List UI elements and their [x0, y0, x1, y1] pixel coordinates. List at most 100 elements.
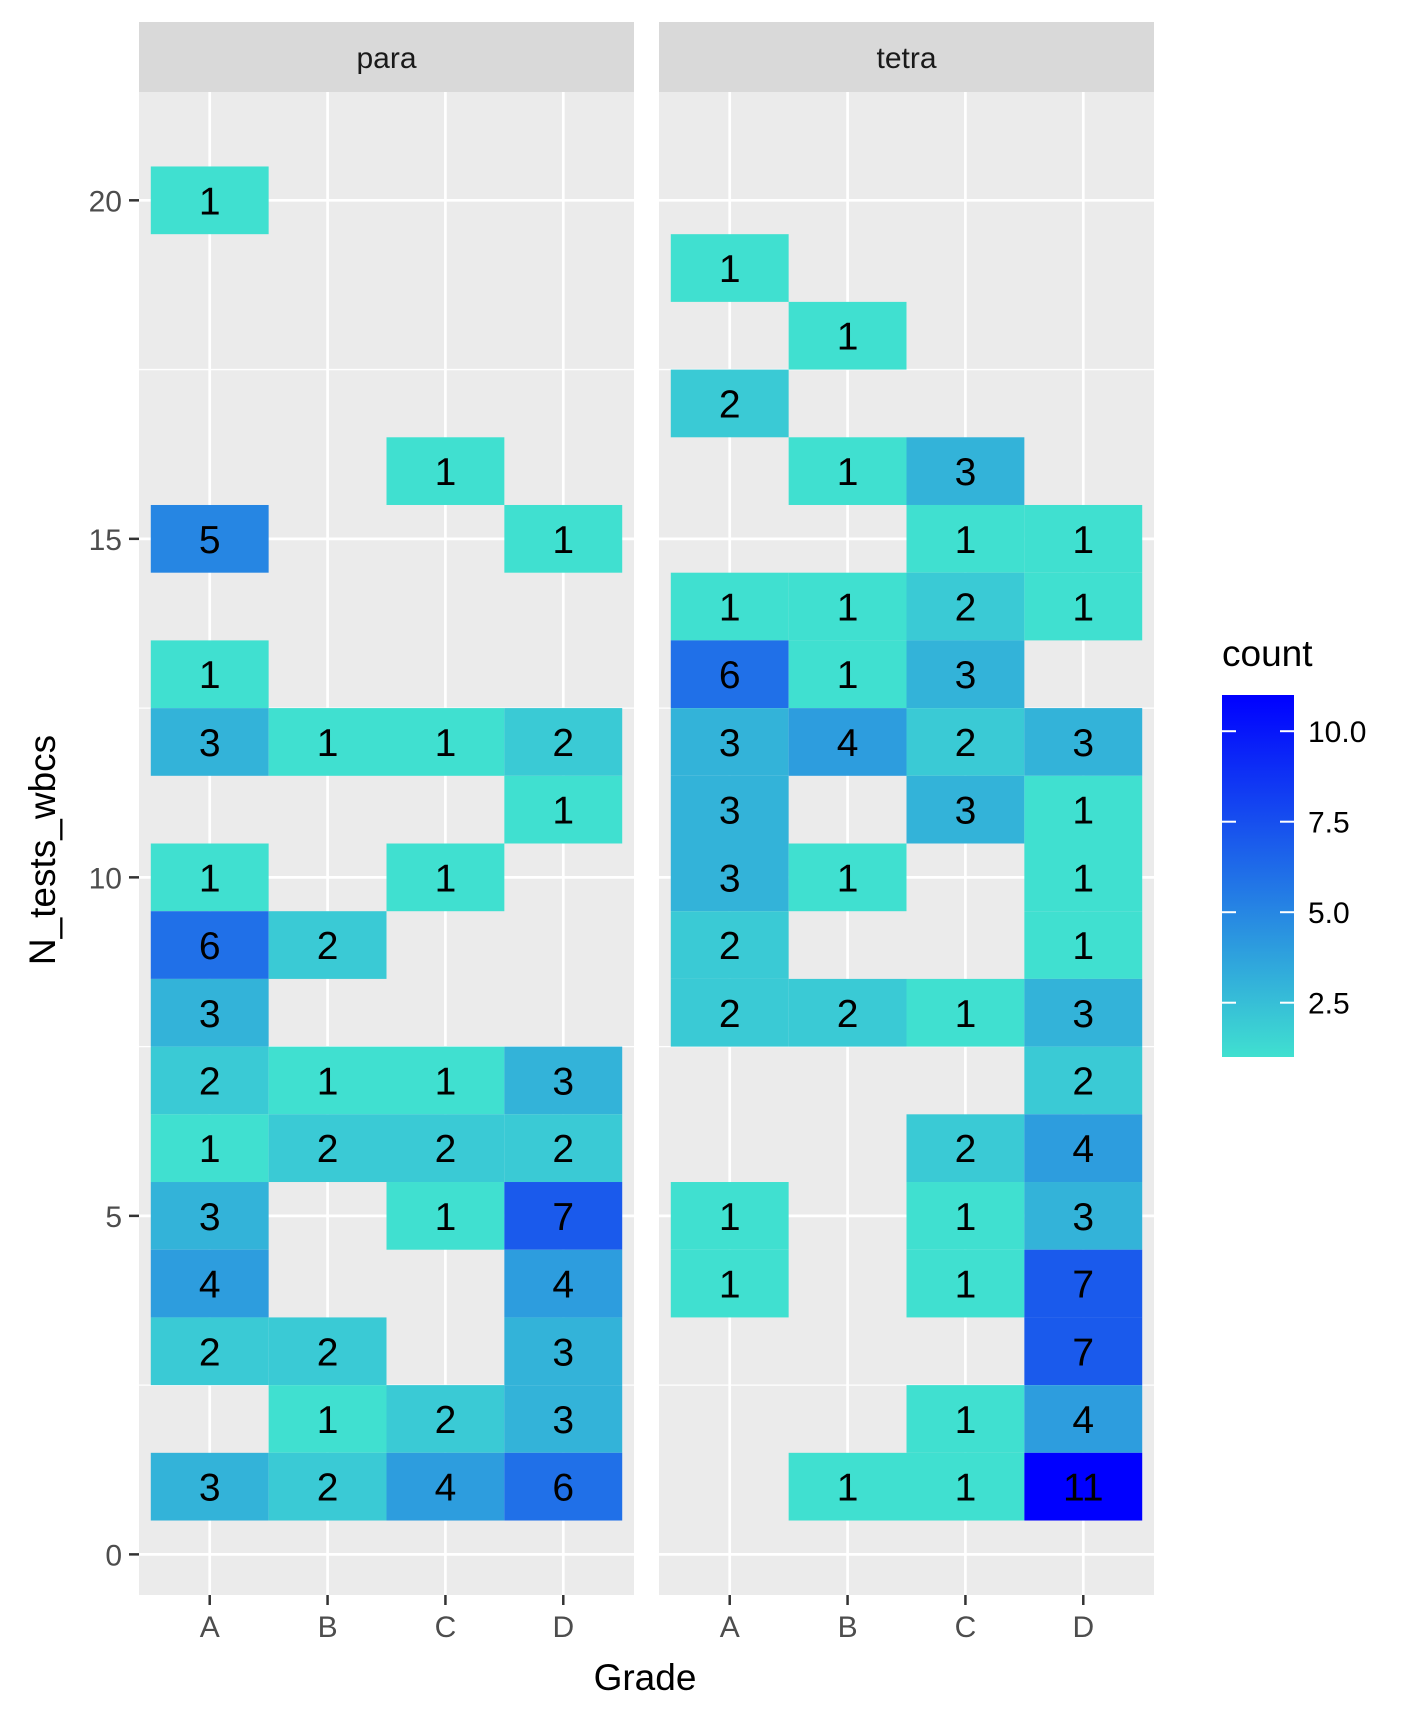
heatmap-tile: [504, 1385, 623, 1453]
x-tick-label: D: [552, 1611, 574, 1644]
tile-count-label: 4: [1072, 1128, 1094, 1171]
tile-count-label: 2: [317, 1331, 339, 1374]
heatmap-tile: [1024, 911, 1143, 979]
tile-count-label: 1: [955, 1196, 977, 1239]
heatmap-tile: [150, 1182, 269, 1250]
heatmap-tile: [268, 1452, 387, 1521]
heatmap-tile: [1024, 1249, 1143, 1318]
tile-count-label: 4: [552, 1264, 574, 1307]
heatmap-tile: [788, 301, 907, 370]
tile-count-label: 2: [552, 1128, 574, 1171]
tile-count-label: 1: [837, 857, 859, 900]
heatmap-tile: [268, 1046, 387, 1115]
tile-count-label: 1: [837, 316, 859, 359]
tile-count-label: 4: [1072, 1399, 1094, 1442]
y-tick-label: 10: [89, 862, 122, 895]
tile-count-label: 1: [955, 993, 977, 1036]
heatmap-tile: [1024, 1046, 1143, 1115]
heatmap-tile: [268, 708, 387, 776]
tile-count-label: 1: [837, 654, 859, 697]
legend-tick-label: 7.5: [1308, 807, 1350, 840]
tile-count-label: 1: [435, 1196, 457, 1239]
tile-count-label: 1: [552, 790, 574, 833]
legend-tick-label: 2.5: [1308, 988, 1350, 1021]
tile-count-label: 3: [552, 1331, 574, 1374]
heatmap-tile: [386, 437, 505, 505]
tile-count-label: 2: [955, 587, 977, 630]
heatmap-tile: [150, 166, 269, 235]
tile-count-label: 1: [1072, 857, 1094, 900]
heatmap-tile: [1024, 1452, 1143, 1521]
tile-count-label: 1: [837, 1467, 859, 1510]
y-tick-label: 0: [105, 1539, 122, 1572]
heatmap-tile: [906, 1452, 1025, 1521]
heatmap-tile: [504, 504, 623, 573]
heatmap-tile: [150, 843, 269, 912]
tile-count-label: 6: [199, 925, 221, 968]
tile-count-label: 6: [552, 1467, 574, 1510]
heatmap-tile: [906, 1114, 1025, 1183]
tile-count-label: 1: [435, 1060, 457, 1103]
heatmap-tile: [1024, 572, 1143, 641]
y-axis-title: N_tests_wbcs: [22, 735, 63, 965]
tile-count-label: 4: [199, 1264, 221, 1307]
tile-count-label: 3: [955, 654, 977, 697]
tile-count-label: 3: [719, 790, 741, 833]
tile-count-label: 3: [955, 790, 977, 833]
tile-count-label: 1: [435, 451, 457, 494]
tile-count-label: 2: [435, 1399, 457, 1442]
tile-count-label: 3: [199, 1196, 221, 1239]
heatmap-tile: [150, 640, 269, 709]
heatmap-tile: [150, 978, 269, 1047]
heatmap-tile: [906, 1249, 1025, 1318]
x-tick-label: B: [318, 1611, 338, 1644]
tile-count-label: 1: [955, 1264, 977, 1307]
tile-count-label: 2: [719, 925, 741, 968]
tile-count-label: 3: [552, 1399, 574, 1442]
heatmap-tile: [268, 911, 387, 979]
tile-count-label: 3: [1072, 1196, 1094, 1239]
tile-count-label: 2: [435, 1128, 457, 1171]
tile-count-label: 5: [199, 519, 221, 562]
heatmap-tile: [386, 1385, 505, 1453]
heatmap-tile: [268, 1114, 387, 1183]
heatmap-tile: [906, 640, 1025, 709]
heatmap-tile: [788, 640, 907, 709]
heatmap-tile: [386, 843, 505, 912]
tile-count-label: 1: [719, 587, 741, 630]
tile-count-label: 1: [955, 1399, 977, 1442]
tile-count-label: 2: [199, 1331, 221, 1374]
tile-count-label: 1: [1072, 519, 1094, 562]
tile-count-label: 2: [719, 993, 741, 1036]
heatmap-tile: [670, 1182, 789, 1250]
x-tick-label: B: [838, 1611, 858, 1644]
x-axis-title: Grade: [594, 1657, 697, 1698]
heatmap-tile: [504, 708, 623, 776]
heatmap-tile: [670, 1249, 789, 1318]
tile-count-label: 3: [199, 1467, 221, 1510]
tile-count-label: 1: [837, 451, 859, 494]
x-tick-label: A: [200, 1611, 220, 1644]
heatmap-tile: [1024, 708, 1143, 776]
x-tick-label: C: [955, 1611, 977, 1644]
tile-count-label: 1: [199, 857, 221, 900]
heatmap-tile: [906, 978, 1025, 1047]
tile-count-label: 1: [719, 1264, 741, 1307]
tile-count-label: 3: [552, 1060, 574, 1103]
tile-count-label: 1: [199, 654, 221, 697]
tile-count-label: 2: [317, 1467, 339, 1510]
tile-count-label: 1: [435, 857, 457, 900]
tile-count-label: 7: [1072, 1331, 1094, 1374]
heatmap-tile: [906, 775, 1025, 844]
heatmap-tile: [670, 708, 789, 776]
tile-count-label: 1: [1072, 925, 1094, 968]
tile-count-label: 2: [1072, 1060, 1094, 1103]
heatmap-tile: [670, 978, 789, 1047]
heatmap-tile: [670, 572, 789, 641]
tile-count-label: 1: [199, 180, 221, 223]
heatmap-tile: [670, 234, 789, 302]
heatmap-tile: [1024, 775, 1143, 844]
tile-count-label: 2: [317, 925, 339, 968]
